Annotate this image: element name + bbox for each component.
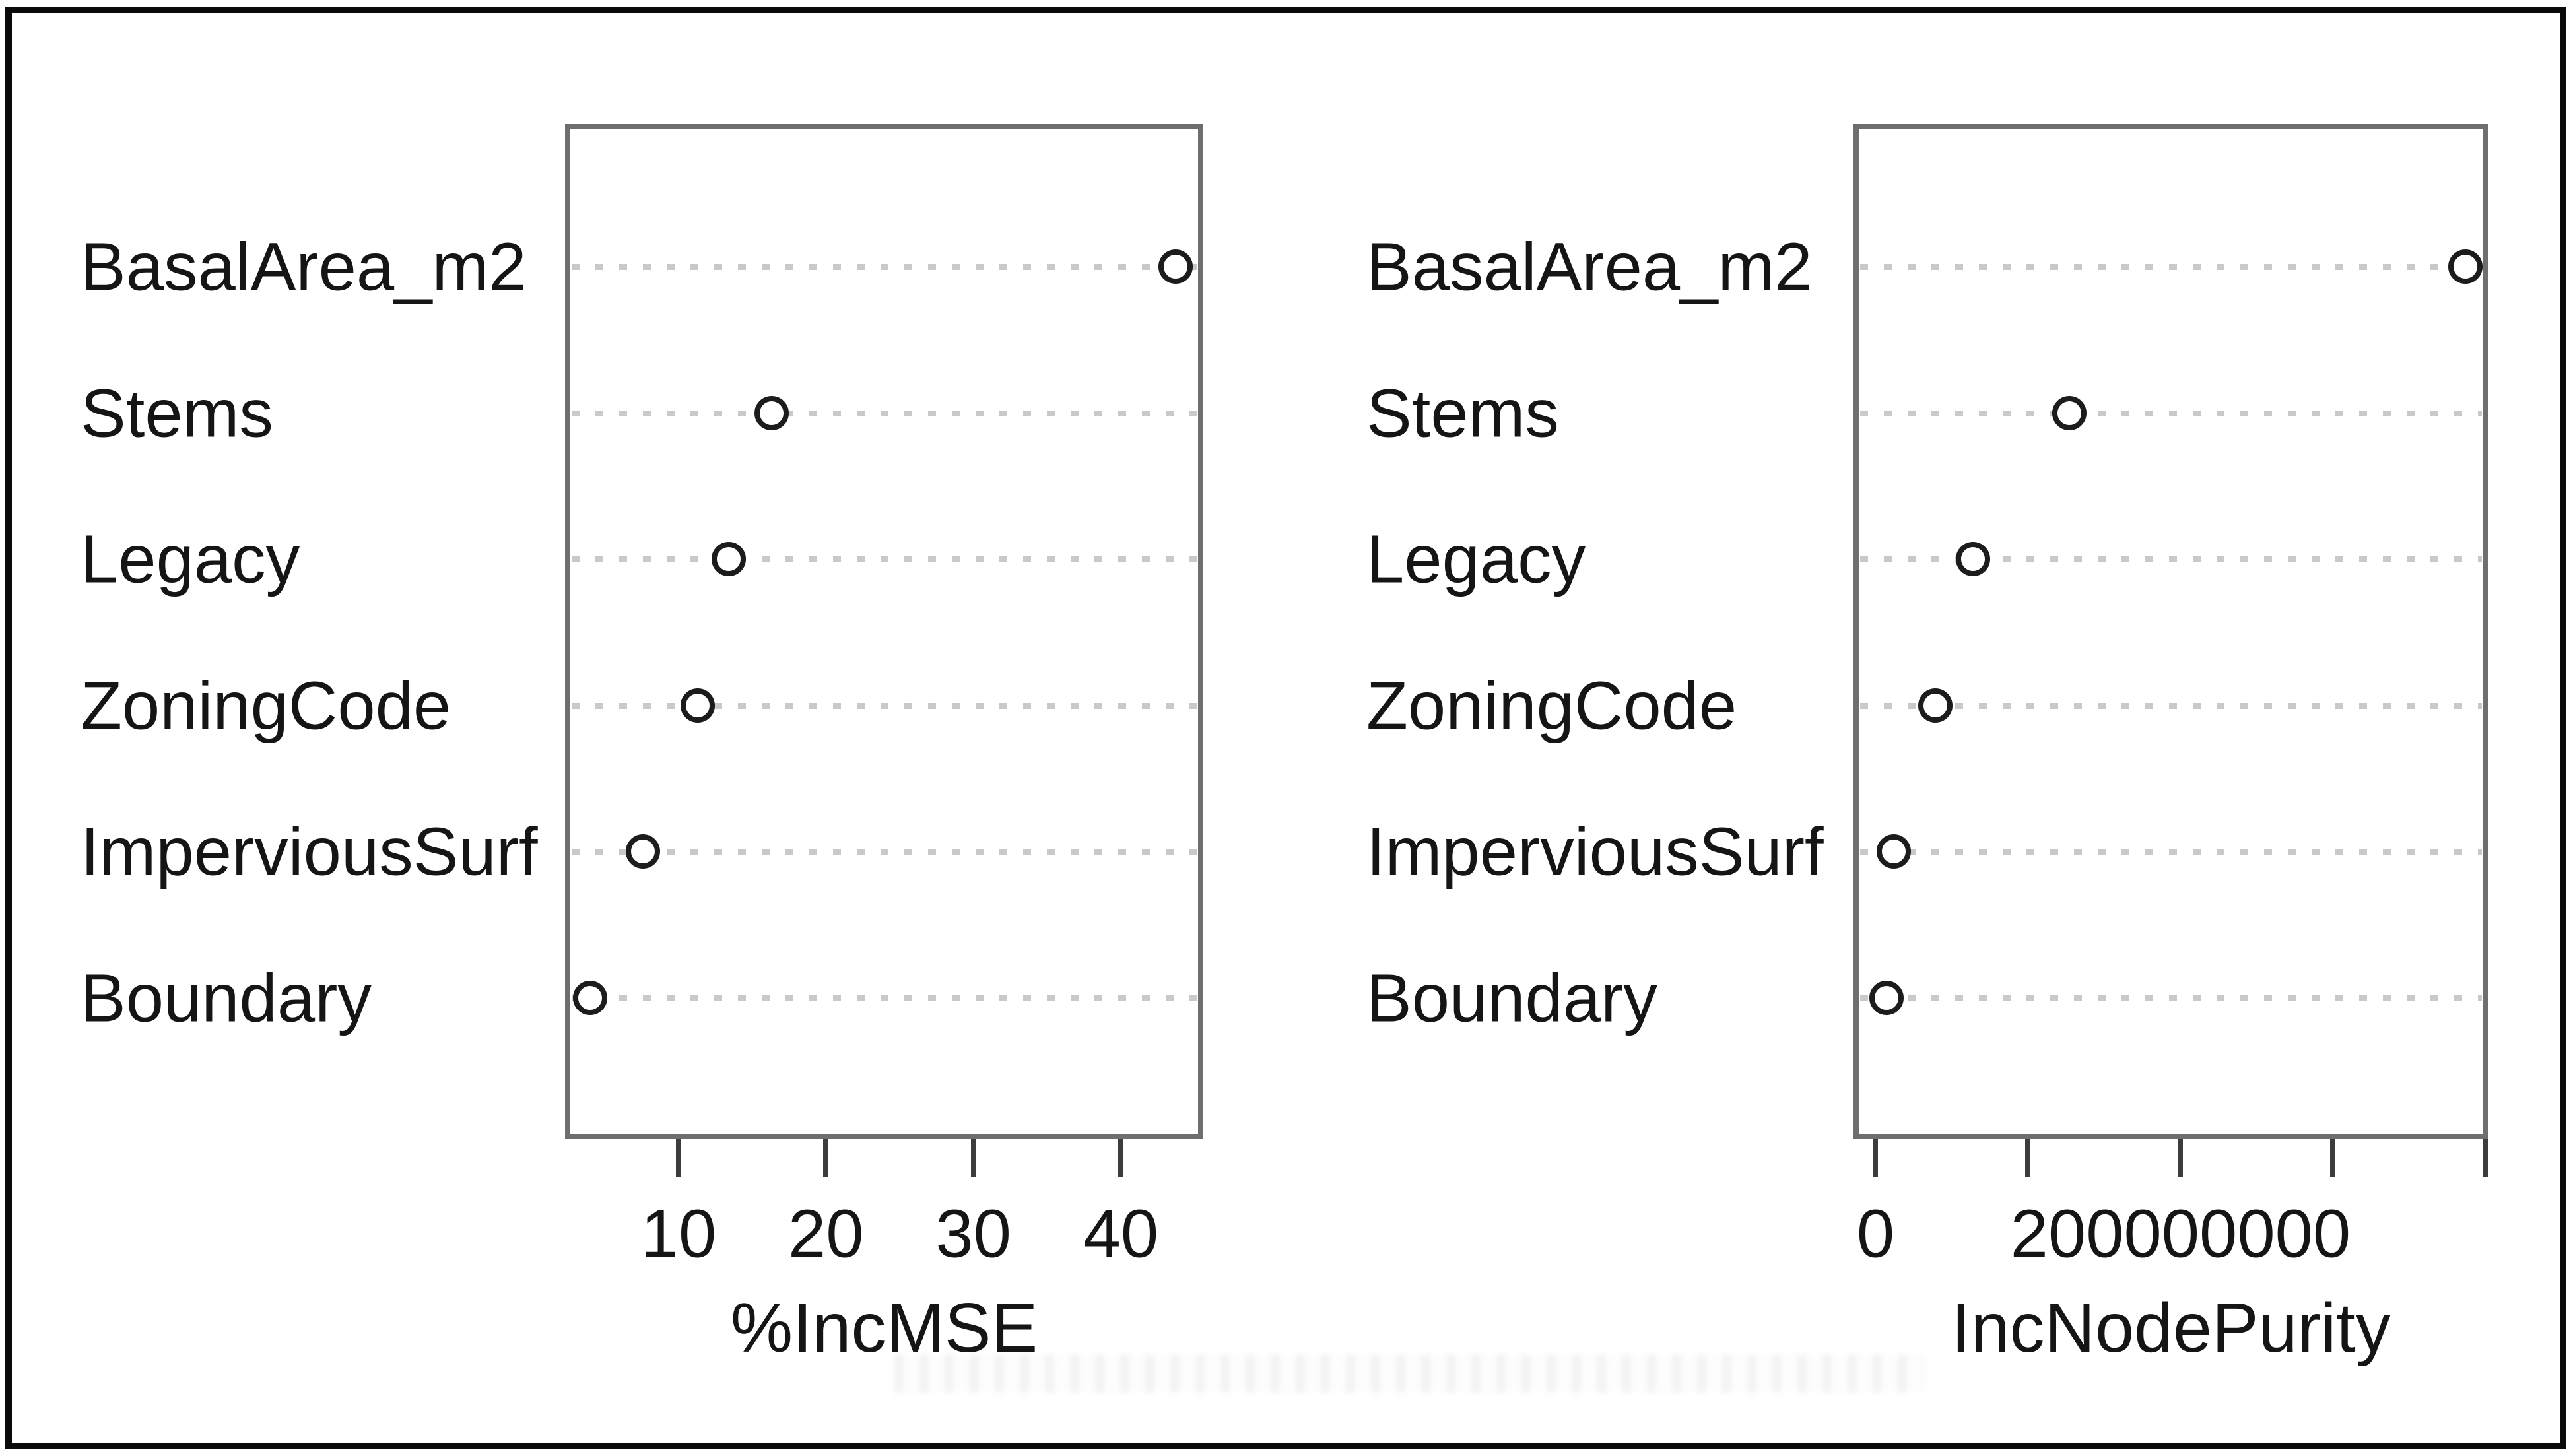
row-gridline	[572, 264, 1197, 270]
x-tick-label-30: 30	[935, 1195, 1011, 1272]
data-point-ZoningCode	[680, 688, 715, 723]
category-label-legacy: Legacy	[1366, 521, 1586, 597]
row-gridline	[572, 849, 1197, 855]
figure-border	[5, 7, 2566, 1449]
data-point-Boundary	[1869, 980, 1904, 1015]
category-label-legacy: Legacy	[81, 521, 300, 597]
data-point-Legacy	[1956, 542, 1991, 576]
x-axis-tick	[2178, 1139, 2184, 1177]
category-label-basalarea: BasalArea_m2	[1366, 228, 1813, 305]
x-axis-tick	[970, 1139, 976, 1177]
x-axis-tick	[2483, 1139, 2488, 1177]
data-point-Stems	[754, 395, 789, 430]
row-gridline	[572, 556, 1197, 562]
row-gridline	[1860, 702, 2482, 709]
x-axis-tick	[823, 1139, 829, 1177]
x-axis-tick	[2025, 1139, 2031, 1177]
plot-box-incnodepurity	[1853, 124, 2488, 1139]
x-axis-title-incmse: %IncMSE	[730, 1289, 1038, 1367]
data-point-Boundary	[572, 980, 607, 1015]
data-point-Legacy	[711, 542, 746, 576]
category-label-zoningcode: ZoningCode	[81, 667, 451, 743]
row-gridline	[1860, 556, 2482, 562]
row-gridline	[1860, 849, 2482, 855]
data-point-ZoningCode	[1918, 688, 1953, 723]
data-point-Stems	[2052, 395, 2087, 430]
category-label-impervioussurf: ImperviousSurf	[81, 813, 538, 890]
x-tick-label-0: 0	[1856, 1195, 1895, 1272]
plot-box-incmse	[565, 124, 1203, 1139]
row-gridline	[572, 702, 1197, 709]
row-gridline	[572, 995, 1197, 1001]
row-gridline	[1860, 995, 2482, 1001]
x-tick-label-40: 40	[1083, 1195, 1159, 1272]
data-point-ImperviousSurf	[626, 834, 661, 869]
x-axis-tick	[1873, 1139, 1879, 1177]
data-point-ImperviousSurf	[1877, 834, 1912, 869]
category-label-zoningcode: ZoningCode	[1366, 667, 1737, 743]
row-gridline	[572, 410, 1197, 416]
category-label-impervioussurf: ImperviousSurf	[1366, 813, 1824, 890]
category-label-boundary: Boundary	[81, 960, 372, 1036]
category-label-boundary: Boundary	[1366, 960, 1657, 1036]
x-tick-label-10: 10	[640, 1195, 717, 1272]
faded-caption-remnant	[894, 1354, 1924, 1393]
x-axis-tick	[2330, 1139, 2336, 1177]
x-tick-label-20: 20	[787, 1195, 864, 1272]
row-gridline	[1860, 264, 2482, 270]
x-axis-title-incnodepurity: IncNodePurity	[1951, 1289, 2391, 1367]
data-point-BasalArea_m2	[1158, 249, 1193, 284]
x-axis-tick	[1118, 1139, 1123, 1177]
x-tick-label-2e8: 200000000	[2010, 1195, 2351, 1272]
category-label-stems: Stems	[81, 375, 273, 451]
category-label-stems: Stems	[1366, 375, 1559, 451]
category-label-basalarea: BasalArea_m2	[81, 228, 527, 305]
row-gridline	[1860, 410, 2482, 416]
x-axis-tick	[675, 1139, 681, 1177]
data-point-BasalArea_m2	[2448, 249, 2483, 284]
